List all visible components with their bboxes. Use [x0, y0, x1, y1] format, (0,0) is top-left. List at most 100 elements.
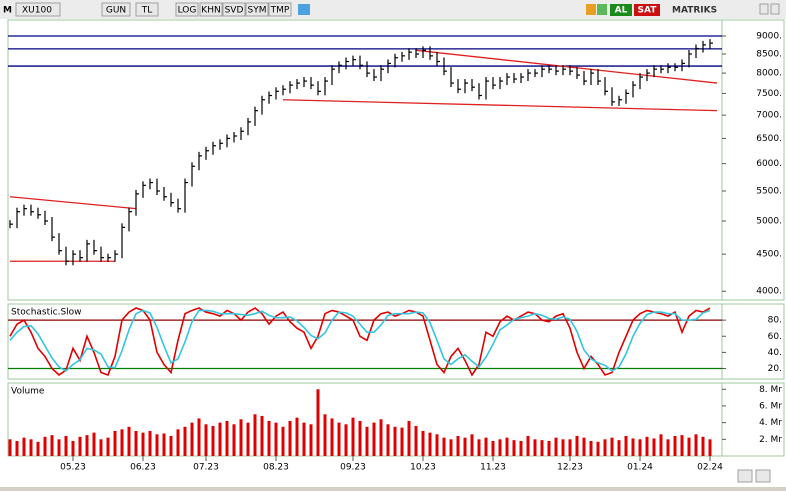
volume-bar [15, 440, 19, 456]
y-tick-label: 20. [768, 364, 782, 374]
close-button[interactable] [759, 3, 769, 15]
volume-bar [652, 438, 656, 456]
trend-line [415, 49, 718, 84]
toolbar-button[interactable] [268, 2, 292, 17]
volume-bar [491, 440, 495, 456]
edit-icon[interactable] [586, 4, 596, 15]
sell-label[interactable]: SAT [638, 6, 658, 16]
volume-bar [372, 422, 376, 456]
toolbar-button-label[interactable]: KHN [201, 6, 220, 16]
volume-bar [337, 422, 341, 456]
toolbar-button[interactable] [222, 2, 246, 17]
y-tick-label: 6000. [756, 159, 782, 169]
volume-bar [22, 437, 26, 456]
volume-bar [260, 415, 264, 456]
volume-bar [281, 426, 285, 456]
volume-bar [435, 434, 439, 456]
volume-bar [120, 429, 124, 456]
volume-bar [547, 440, 551, 456]
y-tick-label: 80. [768, 316, 782, 326]
volume-bar [302, 422, 306, 456]
volume-bar [463, 437, 467, 456]
volume-bar [267, 420, 271, 456]
symbol-prefix: M [3, 6, 12, 16]
volume-bar [64, 435, 68, 456]
trend-line [9, 196, 137, 210]
scroll-right[interactable] [755, 469, 771, 483]
volume-bar [358, 420, 362, 456]
toolbar-button[interactable] [135, 2, 159, 17]
volume-bar [379, 419, 383, 456]
scroll-left[interactable] [737, 469, 753, 483]
series-line [9, 309, 711, 372]
y-tick-label: 40. [768, 348, 782, 358]
volume-bar [204, 424, 208, 456]
volume-bar [288, 420, 292, 456]
volume-bar [666, 439, 670, 456]
volume-bar [106, 437, 110, 456]
volume-bar [92, 432, 96, 456]
toolbar-button[interactable] [245, 2, 269, 17]
volume-bar [29, 439, 33, 456]
x-tick-label: 08.23 [263, 463, 289, 473]
x-tick-label: 10.23 [410, 463, 436, 473]
volume-bar [197, 418, 201, 456]
symbol[interactable]: XU100 [22, 6, 52, 16]
volume-bar [610, 437, 614, 456]
y-tick-label: 6500. [756, 134, 782, 144]
volume-bar [421, 430, 425, 456]
toolbar-button-label[interactable]: SYM [248, 6, 267, 16]
symbol-box[interactable] [15, 2, 61, 17]
y-tick-label: 8. Mr [759, 385, 782, 395]
refresh-icon[interactable] [597, 4, 607, 15]
volume-bar [428, 432, 432, 456]
volume-bar [659, 434, 663, 456]
twitter-icon[interactable] [298, 4, 310, 15]
volume-bar [183, 426, 187, 456]
y-tick-label: 2. Mr [759, 435, 782, 445]
volume-bar [617, 440, 621, 456]
x-tick-label: 02.24 [697, 463, 723, 473]
volume-bar [477, 439, 481, 456]
volume-bar [694, 434, 698, 456]
volume-bar [78, 436, 82, 456]
toolbar-button[interactable] [101, 2, 131, 17]
x-tick-label: 06.23 [130, 463, 156, 473]
toolbar-button-label[interactable]: GUN [106, 6, 126, 16]
volume-bar [582, 437, 586, 456]
y-tick-label: 4500. [756, 250, 782, 260]
y-tick-label: 7500. [756, 89, 782, 99]
y-tick-label: 7000. [756, 111, 782, 121]
toolbar-button[interactable] [175, 2, 199, 17]
close-button[interactable] [770, 3, 780, 15]
buy-button[interactable] [610, 4, 632, 16]
volume-bar [386, 424, 390, 456]
y-tick-label: 8000. [756, 69, 782, 79]
volume-bar [540, 440, 544, 456]
volume-bar [148, 430, 152, 456]
toolbar-button-label[interactable]: SVD [225, 6, 244, 16]
volume-bar [575, 435, 579, 456]
volume-bar [225, 420, 229, 456]
volume-bar [645, 436, 649, 456]
panel-title: Volume [11, 387, 45, 397]
volume-bar [50, 435, 54, 456]
volume-bar [127, 426, 131, 456]
volume-bar [638, 439, 642, 456]
volume-bar [309, 424, 313, 456]
y-tick-label: 4000. [756, 287, 782, 297]
sell-button[interactable] [634, 4, 660, 16]
y-tick-label: 60. [768, 332, 782, 342]
volume-bar [162, 433, 166, 456]
volume-bar [456, 435, 460, 456]
toolbar-button-label[interactable]: TMP [270, 6, 290, 16]
axis-area [721, 303, 785, 380]
toolbar-button-label[interactable]: TL [141, 6, 153, 16]
volume-bar [316, 389, 320, 456]
volume-bar [8, 439, 12, 456]
volume-bar [519, 440, 523, 456]
volume-bar [85, 435, 89, 456]
toolbar-button[interactable] [199, 2, 223, 17]
buy-label[interactable]: AL [615, 6, 628, 16]
toolbar-button-label[interactable]: LOG [178, 6, 197, 16]
